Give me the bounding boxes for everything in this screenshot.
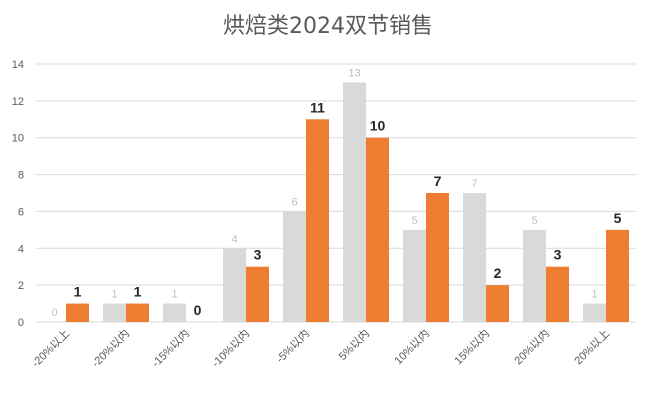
data-label-series-2: 3 — [554, 247, 562, 263]
x-category-label: -20%以内 — [89, 326, 133, 370]
bar-series-2 — [306, 119, 329, 323]
bar-series-1 — [343, 82, 366, 322]
y-tick-label: 8 — [18, 170, 24, 182]
data-label-series-2: 10 — [370, 118, 386, 134]
data-label-series-2: 1 — [74, 284, 82, 300]
y-tick-label: 12 — [12, 96, 24, 108]
data-label-series-1: 13 — [348, 67, 360, 79]
data-label-series-1: 6 — [291, 196, 297, 208]
bar-series-1 — [103, 303, 126, 322]
data-label-series-1: 1 — [171, 289, 177, 301]
x-category-label: -15%以内 — [149, 326, 193, 370]
data-label-series-2: 11 — [310, 99, 325, 115]
x-category-label: 15%以内 — [451, 326, 492, 367]
data-label-series-2: 5 — [614, 210, 622, 226]
data-label-series-1: 4 — [231, 233, 237, 245]
y-tick-label: 2 — [18, 280, 24, 292]
x-category-label: 5%以内 — [335, 326, 372, 363]
bar-series-2 — [486, 285, 509, 322]
bar-series-2 — [126, 303, 149, 322]
bar-series-2 — [366, 137, 389, 322]
data-label-series-2: 0 — [194, 302, 202, 318]
x-category-label: -10%以内 — [209, 326, 253, 370]
bar-series-1 — [463, 193, 486, 322]
bar-series-2 — [606, 229, 629, 322]
y-tick-label: 0 — [18, 317, 24, 329]
x-category-label: 20%以内 — [511, 326, 552, 367]
bar-series-1 — [523, 229, 546, 322]
y-tick-label: 10 — [12, 133, 24, 145]
bar-series-1 — [163, 303, 186, 322]
chart-title: 烘焙类2024双节销售 — [223, 14, 433, 39]
bar-series-2 — [426, 193, 449, 322]
y-tick-label: 6 — [18, 206, 24, 218]
x-category-label: 10%以内 — [391, 326, 432, 367]
data-label-series-1: 0 — [51, 307, 57, 319]
bar-series-2 — [66, 303, 89, 322]
data-label-series-1: 5 — [411, 215, 417, 227]
bar-series-2 — [546, 266, 569, 322]
data-label-series-2: 2 — [494, 265, 502, 281]
bar-series-1 — [403, 229, 426, 322]
data-label-series-1: 1 — [591, 289, 597, 301]
bar-series-2 — [246, 266, 269, 322]
x-category-label: -5%以内 — [273, 326, 312, 365]
data-label-series-1: 7 — [471, 178, 477, 190]
x-category-label: -20%以上 — [29, 327, 72, 370]
data-label-series-2: 1 — [134, 284, 142, 300]
data-label-series-1: 5 — [531, 215, 537, 227]
x-category-label: 20%以上 — [572, 327, 612, 367]
data-label-series-1: 1 — [111, 289, 117, 301]
bar-series-1 — [283, 211, 306, 322]
data-label-series-2: 3 — [254, 247, 262, 263]
y-tick-label: 4 — [18, 243, 24, 255]
data-label-series-2: 7 — [434, 173, 442, 189]
y-tick-label: 14 — [12, 59, 24, 71]
bar-series-1 — [583, 303, 606, 322]
bar-series-1 — [223, 248, 246, 322]
